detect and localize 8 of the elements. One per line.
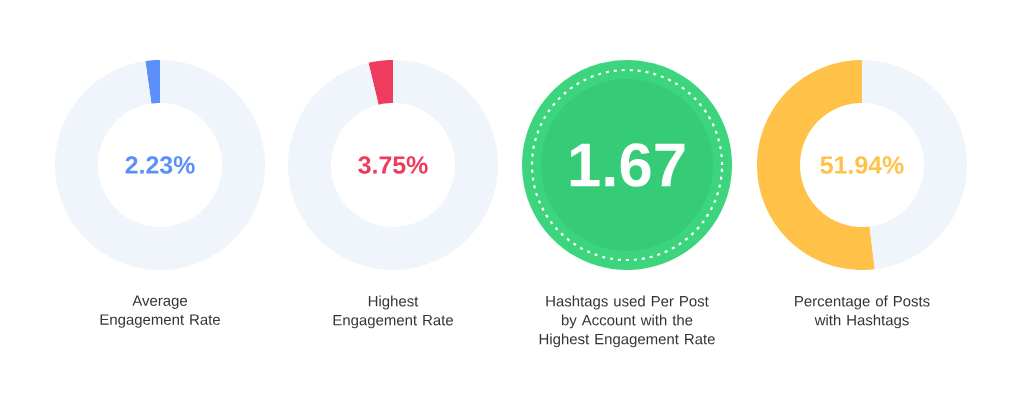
text: Percentage of Posts with Hashtags	[795, 295, 930, 329]
text: 2.23%	[125, 156, 195, 174]
text: Highest Engagement Rate	[333, 295, 453, 329]
text: Hashtags used Per Post by Account with the Highest Engagement Rate	[539, 295, 715, 348]
text: 3.75%	[358, 156, 428, 174]
text: 1.67	[570, 143, 685, 187]
text: Average Engagement Rate	[100, 295, 220, 328]
text: 51.94%	[820, 156, 904, 174]
